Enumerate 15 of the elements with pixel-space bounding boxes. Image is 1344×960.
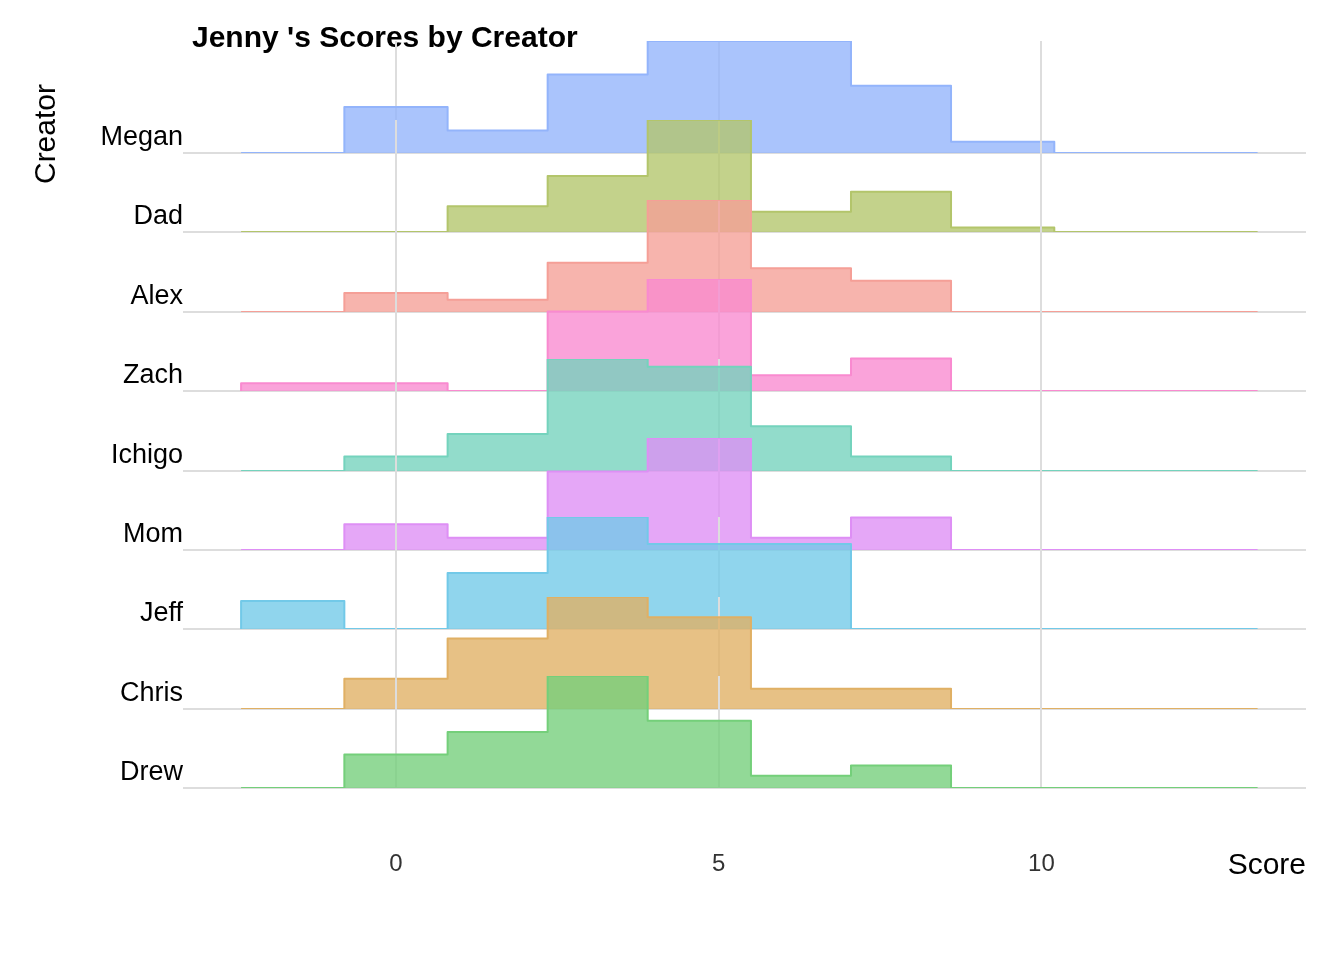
text: Jeff <box>139 597 184 628</box>
text: Megan <box>100 120 183 151</box>
x-axis-title: Score <box>1227 847 1306 881</box>
x-tick-label: 10 <box>1028 849 1055 877</box>
chart-title: Jenny 's Scores by Creator <box>192 20 578 54</box>
x-tick-label: 0 <box>389 849 403 877</box>
text: Ichigo <box>110 438 183 469</box>
text: Mom <box>123 517 183 548</box>
x-tick-label: 5 <box>712 849 726 877</box>
text: Zach <box>122 359 183 390</box>
text: Alex <box>130 279 184 310</box>
text: Chris <box>119 676 183 707</box>
y-axis-title: Creator <box>28 83 62 187</box>
text: Dad <box>133 200 183 231</box>
text: Drew <box>119 756 184 787</box>
